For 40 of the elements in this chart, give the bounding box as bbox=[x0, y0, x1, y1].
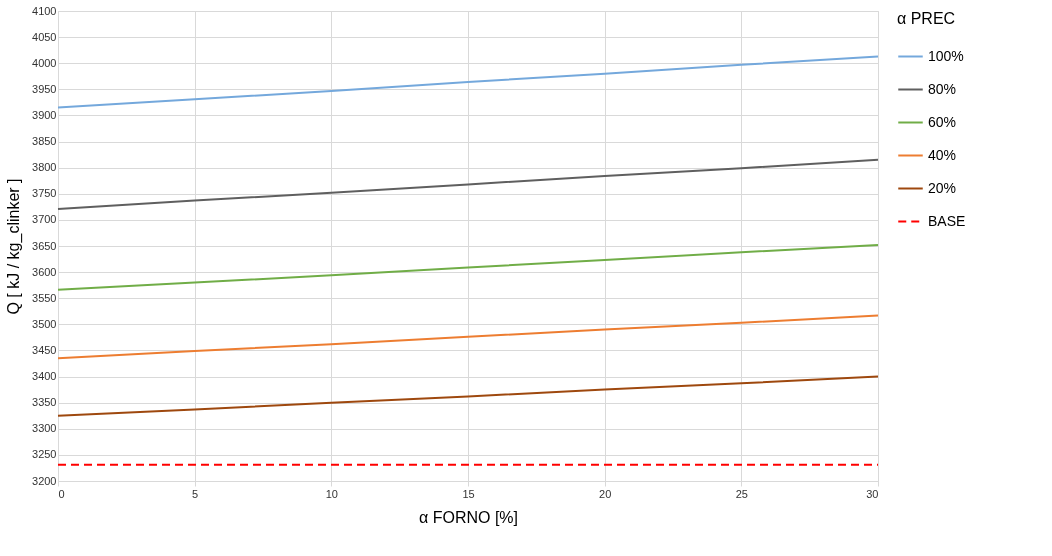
y-tick-label: 3400 bbox=[32, 370, 57, 383]
y-tick-label: 3650 bbox=[32, 239, 57, 252]
line-series bbox=[57, 243, 879, 291]
x-tick-label: 20 bbox=[599, 487, 612, 500]
y-tick-label: 3700 bbox=[32, 213, 57, 226]
y-tick-label: 3850 bbox=[32, 135, 57, 148]
legend-label: 20% bbox=[928, 179, 957, 196]
y-tick-label: 3300 bbox=[32, 422, 57, 435]
line-series bbox=[57, 314, 879, 360]
line-series bbox=[57, 55, 879, 109]
legend-title: α PREC bbox=[897, 10, 956, 27]
y-tick-label: 3350 bbox=[32, 396, 57, 409]
x-axis-title: α FORNO [%] bbox=[418, 508, 519, 526]
x-tick-label: 25 bbox=[735, 487, 748, 500]
legend-label: 40% bbox=[928, 146, 957, 163]
legend-label: 60% bbox=[928, 113, 957, 130]
y-tick-label: 3950 bbox=[32, 82, 57, 95]
legend-label: 100% bbox=[928, 47, 964, 64]
y-tick-label: 3800 bbox=[32, 161, 57, 174]
x-tick-label: 15 bbox=[462, 487, 475, 500]
y-tick-label: 4050 bbox=[32, 30, 57, 43]
x-tick-label: 0 bbox=[58, 487, 65, 500]
x-tick-label: 30 bbox=[866, 487, 879, 500]
y-axis-title: Q [ kJ / kg_clinker ] bbox=[5, 178, 24, 315]
x-tick-label: 10 bbox=[325, 487, 338, 500]
y-tick-label: 3450 bbox=[32, 343, 57, 356]
y-tick-label: 3550 bbox=[32, 291, 57, 304]
y-tick-label: 3250 bbox=[32, 448, 57, 461]
y-tick-label: 4000 bbox=[32, 56, 57, 69]
line-series bbox=[57, 375, 879, 417]
line-series bbox=[57, 158, 879, 210]
y-tick-label: 4100 bbox=[32, 4, 57, 17]
legend-label: BASE bbox=[928, 212, 966, 229]
legend-label: 80% bbox=[928, 80, 957, 97]
y-tick-label: 3500 bbox=[32, 317, 57, 330]
y-tick-label: 3750 bbox=[32, 187, 57, 200]
y-tick-label: 3900 bbox=[32, 108, 57, 121]
y-tick-label: 3200 bbox=[32, 474, 57, 487]
y-tick-label: 3600 bbox=[32, 265, 57, 278]
x-tick-label: 5 bbox=[192, 487, 199, 500]
